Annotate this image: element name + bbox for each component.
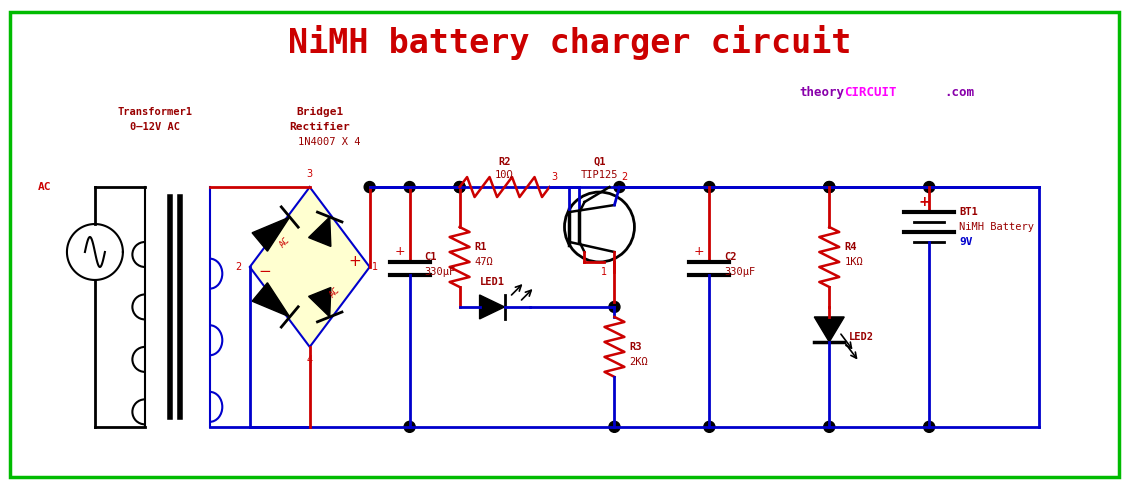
- Text: R1: R1: [474, 242, 487, 252]
- Text: R3: R3: [630, 342, 642, 352]
- Text: R4: R4: [844, 242, 857, 252]
- Circle shape: [924, 421, 935, 432]
- Circle shape: [404, 182, 415, 192]
- Polygon shape: [252, 283, 290, 317]
- Text: 2KΩ: 2KΩ: [630, 357, 648, 367]
- Polygon shape: [814, 317, 844, 342]
- Text: 3: 3: [551, 172, 558, 182]
- Circle shape: [365, 182, 375, 192]
- Text: Rectifier: Rectifier: [289, 122, 350, 132]
- Text: R2: R2: [498, 157, 510, 167]
- Text: Bridge1: Bridge1: [296, 107, 343, 117]
- Polygon shape: [252, 217, 290, 251]
- Text: 47Ω: 47Ω: [474, 257, 493, 267]
- Text: −: −: [259, 264, 271, 280]
- Circle shape: [454, 182, 465, 192]
- Circle shape: [703, 421, 715, 432]
- Text: AC: AC: [327, 285, 342, 299]
- Text: theory: theory: [799, 86, 844, 99]
- Circle shape: [404, 421, 415, 432]
- Text: CIRCUIT: CIRCUIT: [844, 86, 896, 99]
- Text: LED1: LED1: [480, 277, 505, 287]
- Text: TIP125: TIP125: [580, 170, 619, 180]
- Text: 1KΩ: 1KΩ: [844, 257, 863, 267]
- Polygon shape: [480, 295, 505, 319]
- Text: 9V: 9V: [960, 237, 973, 247]
- Text: LED2: LED2: [849, 332, 874, 342]
- Text: AC: AC: [38, 182, 52, 192]
- Text: 4: 4: [307, 355, 313, 365]
- Circle shape: [824, 182, 834, 192]
- Text: NiMH Battery: NiMH Battery: [960, 222, 1034, 232]
- Circle shape: [824, 421, 834, 432]
- Circle shape: [454, 182, 465, 192]
- Circle shape: [614, 182, 625, 192]
- Circle shape: [924, 182, 935, 192]
- Text: 10Ω: 10Ω: [496, 170, 514, 180]
- Text: 0–12V AC: 0–12V AC: [130, 122, 180, 132]
- Polygon shape: [308, 287, 331, 317]
- Text: 2: 2: [621, 172, 628, 182]
- Text: 3: 3: [307, 169, 313, 179]
- Circle shape: [609, 421, 620, 432]
- Text: +: +: [394, 245, 405, 259]
- Polygon shape: [250, 187, 369, 347]
- Text: +: +: [918, 195, 930, 209]
- Circle shape: [824, 182, 834, 192]
- Text: +: +: [349, 255, 361, 269]
- Polygon shape: [308, 217, 331, 246]
- Text: 1N4007 X 4: 1N4007 X 4: [298, 137, 361, 147]
- Text: BT1: BT1: [960, 207, 978, 217]
- Text: Q1: Q1: [593, 157, 606, 167]
- Circle shape: [609, 301, 620, 313]
- Text: 1: 1: [602, 267, 607, 277]
- Text: C2: C2: [725, 252, 737, 262]
- Text: AC: AC: [278, 235, 291, 249]
- Circle shape: [703, 182, 715, 192]
- Text: Transformer1: Transformer1: [117, 107, 192, 117]
- Text: 1: 1: [371, 262, 378, 272]
- Text: +: +: [694, 245, 704, 259]
- Text: 330μF: 330μF: [425, 267, 456, 277]
- Text: NiMH battery charger circuit: NiMH battery charger circuit: [288, 25, 851, 60]
- Text: 2: 2: [236, 262, 242, 272]
- Text: 330μF: 330μF: [725, 267, 755, 277]
- Text: C1: C1: [425, 252, 437, 262]
- Text: .com: .com: [944, 86, 974, 99]
